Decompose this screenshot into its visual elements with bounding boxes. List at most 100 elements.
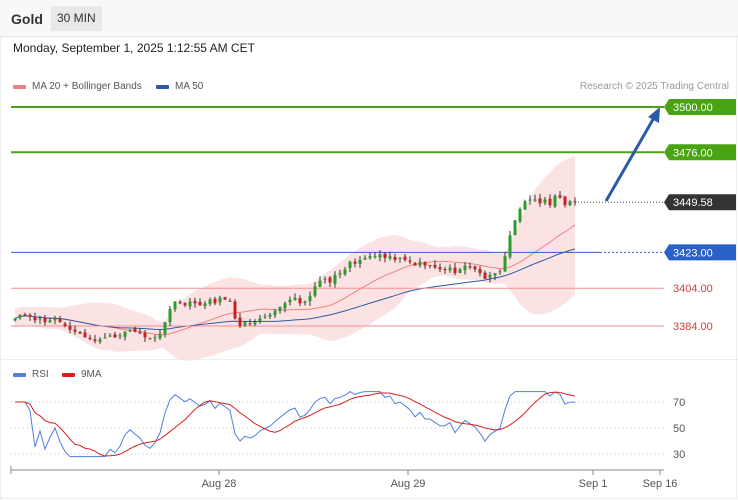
candle-body — [78, 331, 82, 334]
candle-body — [538, 198, 542, 204]
candle-body — [563, 196, 567, 206]
candle-body — [118, 335, 122, 337]
candle-body — [513, 220, 517, 236]
candle-body — [138, 332, 142, 334]
target-label-1: 3476.00 — [673, 147, 713, 159]
last-price-box — [664, 194, 736, 211]
candle-body — [313, 286, 317, 296]
candle-body — [258, 318, 262, 321]
candle-body — [83, 332, 87, 338]
candle-body — [188, 301, 192, 307]
candle-body — [528, 199, 532, 201]
candle-body — [243, 322, 247, 326]
candle-body — [248, 323, 252, 325]
candle-body — [263, 316, 267, 318]
candle-body — [98, 339, 102, 342]
legend-rsi-ma: 9MA — [62, 369, 102, 380]
candle-body — [368, 256, 372, 259]
candle-body — [478, 269, 482, 274]
candle-body — [548, 198, 552, 206]
candle-body — [458, 269, 462, 273]
candle-body — [348, 261, 352, 268]
candle-body — [543, 199, 547, 203]
candle-body — [433, 264, 437, 268]
candle-body — [523, 201, 527, 210]
candle-body — [218, 297, 222, 303]
timestamp: Monday, September 1, 2025 1:12:55 AM CET — [13, 41, 255, 55]
candle-body — [488, 275, 492, 278]
last-price-label: 3449.58 — [673, 197, 713, 209]
rsi-ma-line — [15, 391, 576, 457]
candle-body — [158, 333, 162, 339]
candle-body — [398, 258, 402, 260]
candle-body — [388, 256, 392, 259]
candle-body — [273, 310, 277, 316]
candle-body — [343, 269, 347, 275]
ma50-swatch — [156, 84, 169, 89]
candle-body — [133, 328, 137, 332]
candle-body — [423, 262, 427, 266]
candle-body — [268, 314, 272, 317]
candle-body — [88, 337, 92, 340]
candle-body — [413, 262, 417, 266]
rsi-tick-70: 70 — [673, 397, 685, 409]
pivot-label: 3423.00 — [673, 247, 713, 259]
candle-body — [498, 271, 502, 273]
candle-body — [438, 267, 442, 270]
legend-rsi-label: RSI — [32, 369, 49, 380]
candle-body — [173, 301, 177, 310]
rsi-ma-swatch — [62, 372, 75, 377]
legend-rsi-ma-label: 9MA — [81, 369, 102, 380]
candle-body — [353, 261, 357, 264]
candle-body — [293, 297, 297, 301]
candle-body — [408, 260, 412, 262]
bollinger-band — [15, 156, 575, 361]
panel-divider — [0, 359, 738, 360]
candle-body — [253, 322, 257, 325]
candle-body — [493, 273, 497, 276]
candle-body — [338, 273, 342, 275]
candle-body — [393, 256, 397, 260]
legend-rsi: RSI — [13, 369, 49, 380]
candle-body — [153, 337, 157, 339]
candle-body — [228, 300, 232, 302]
candle-body — [568, 201, 572, 205]
candle-body — [68, 325, 72, 330]
candle-body — [383, 253, 387, 259]
rsi-tick-50: 50 — [673, 423, 685, 435]
candle-body — [43, 317, 47, 323]
candle-body — [53, 318, 57, 321]
x-tick-label-0: Aug 28 — [202, 478, 237, 490]
rsi-line — [15, 391, 575, 458]
candle-body — [303, 301, 307, 304]
candle-body — [318, 280, 322, 287]
candle-body — [503, 256, 507, 272]
candle-body — [278, 307, 282, 311]
candle-body — [418, 261, 422, 266]
legend-ma50-label: MA 50 — [175, 81, 204, 92]
candle-body — [148, 338, 152, 340]
candle-body — [208, 299, 212, 305]
candle-body — [518, 208, 522, 222]
target-label-box-1 — [664, 144, 736, 161]
candle-body — [533, 199, 537, 201]
candle-body — [403, 256, 407, 260]
rsi-tick-30: 30 — [673, 449, 685, 461]
candle-body — [108, 335, 112, 337]
candle-body — [233, 301, 237, 319]
candle-body — [483, 272, 487, 279]
candle-body — [448, 267, 452, 271]
candle-body — [363, 258, 367, 260]
candle-body — [93, 339, 97, 342]
x-tick-label-1: Aug 29 — [391, 478, 426, 490]
candle-body — [443, 269, 447, 271]
chart-header: Gold 30 MIN — [0, 0, 738, 37]
candle-body — [193, 301, 197, 304]
ma20-swatch — [13, 84, 26, 89]
candle-body — [33, 317, 37, 321]
support-label-3: 3404.00 — [673, 283, 713, 295]
interval-button[interactable]: 30 MIN — [51, 6, 102, 31]
candle-body — [128, 329, 132, 332]
candle-body — [468, 266, 472, 268]
